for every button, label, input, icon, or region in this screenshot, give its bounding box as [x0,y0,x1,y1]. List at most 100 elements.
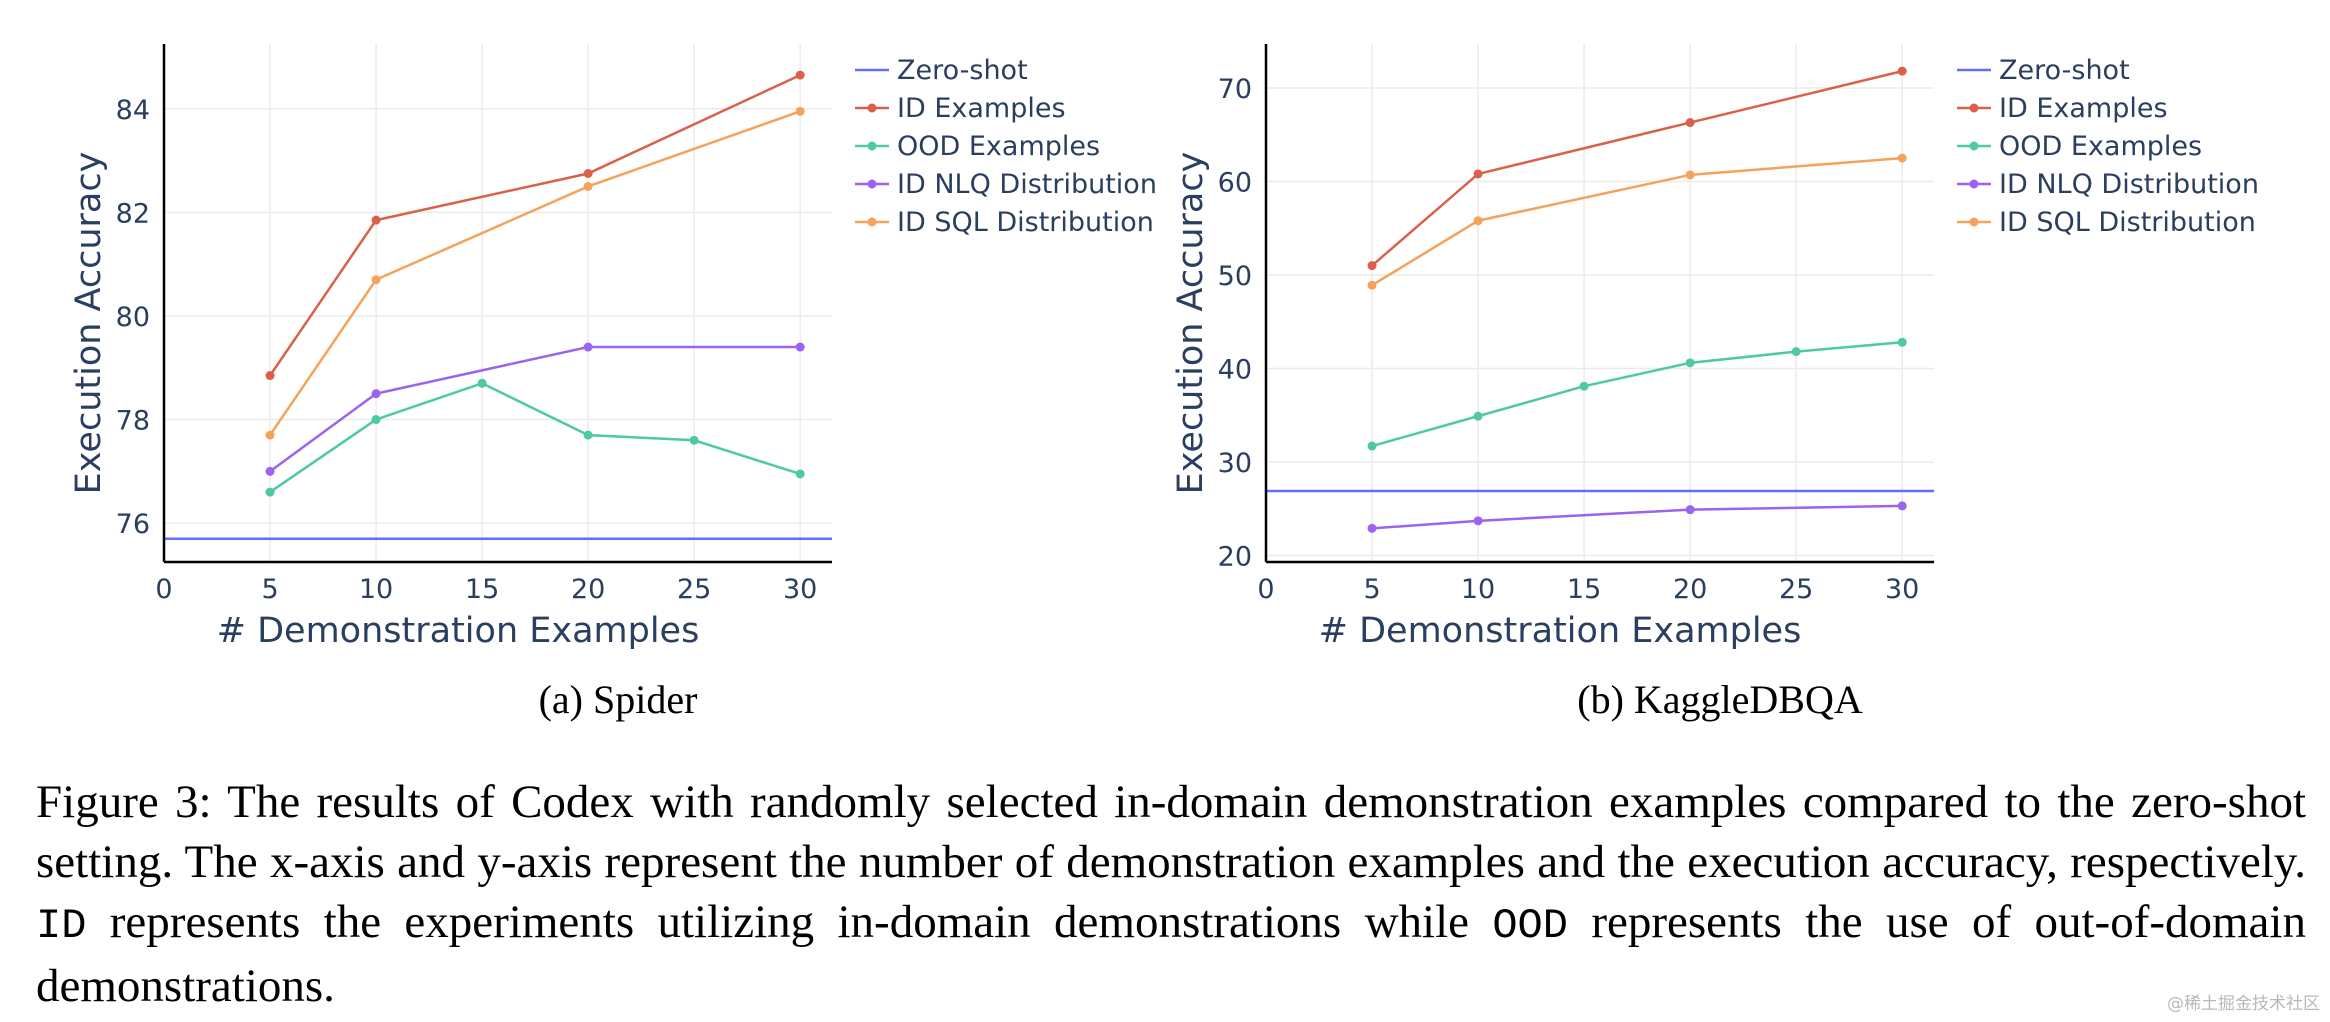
data-point [1897,501,1907,511]
data-point [371,215,381,225]
data-point [583,342,593,352]
x-tick-label: 10 [359,574,393,605]
subcaption: (a) Spider [539,677,698,722]
x-tick-label: 0 [155,574,172,605]
legend-swatch-marker [867,141,877,151]
data-point [689,435,699,445]
y-tick-label: 20 [1218,541,1252,572]
legend-label: ID Examples [897,93,1066,124]
legend-label: Zero-shot [1999,55,2130,86]
data-point [1367,280,1377,290]
subcaption: (b) KaggleDBQA [1577,677,1863,722]
x-tick-label: 5 [1363,574,1380,605]
x-tick-label: 15 [1567,574,1601,605]
data-point [1473,516,1483,526]
series-line-2 [268,73,801,377]
legend: Zero-shot ID Examples OOD Examples ID NLQ D… [1957,55,2259,238]
legend-swatch-marker [1969,103,1979,113]
caption-text-3: represents the use of out-of-domain demo… [36,896,2306,1012]
data-point [583,430,593,440]
legend-swatch-marker [1969,179,1979,189]
figure: 0 5 10 15 20 25 30 76 78 80 82 84 # Demonstration Ex… [69,44,2259,722]
legend-label: ID NLQ Distribution [1999,169,2259,200]
y-tick-label: 84 [116,95,150,126]
watermark: @稀土掘金技术社区 [2167,994,2320,1014]
y-tick-label: 80 [116,302,150,333]
x-tick-label: 20 [571,574,605,605]
series-line-3 [269,381,801,494]
x-tick-label: 25 [1779,574,1813,605]
x-tick-label: 20 [1673,574,1707,605]
x-axis-title: # Demonstration Examples [1319,611,1802,651]
data-point [1473,169,1483,179]
data-point [265,371,275,381]
data-point [265,466,275,476]
data-point [1791,347,1801,357]
legend-label: ID SQL Distribution [1999,207,2256,238]
x-tick-label: 0 [1257,574,1274,605]
data-point [477,378,487,388]
legend-swatch-marker [867,217,877,227]
chart-1: 0 5 10 15 20 25 30 76 78 80 82 84 # Demonstration Ex… [69,44,1157,722]
legend-swatch-marker [867,179,877,189]
data-point [795,106,805,116]
data-point [1579,381,1589,391]
series-line-2 [1371,69,1903,267]
series-line-5 [268,110,801,436]
legend-label: OOD Examples [897,131,1100,162]
data-point [1897,337,1907,347]
data-point [795,469,805,479]
y-tick-label: 82 [116,198,150,229]
caption-ood-term: OOD [1492,902,1568,950]
series-line-4 [269,345,801,473]
x-axis-title: # Demonstration Examples [217,611,700,651]
x-tick-label: 25 [677,574,711,605]
caption-text-2: represents the experiments utilizing in-… [86,896,1493,948]
legend-label: Zero-shot [897,55,1028,86]
x-tick-label: 15 [465,574,499,605]
chart-2: 0 5 10 15 20 25 30 20 30 40 50 60 70 # Demonstration … [1171,44,2259,722]
x-tick-label: 30 [783,574,817,605]
data-point [371,389,381,399]
x-tick-label: 30 [1885,574,1919,605]
data-point [1897,153,1907,163]
data-point [1685,118,1695,128]
y-tick-label: 76 [116,509,150,540]
y-axis-title: Execution Accuracy [69,152,109,495]
legend-label: ID Examples [1999,93,2168,124]
data-point [371,275,381,285]
data-point [1685,358,1695,368]
y-tick-label: 78 [116,406,150,437]
series-line-3 [1371,341,1903,448]
data-point [1473,411,1483,421]
legend: Zero-shot ID Examples OOD Examples ID NLQ D… [855,55,1157,238]
legend-swatch-marker [867,103,877,113]
series-line-5 [1371,156,1903,287]
x-tick-label: 10 [1461,574,1495,605]
data-point [795,70,805,80]
caption-id-term: ID [36,902,87,950]
x-tick-label: 5 [261,574,278,605]
series-line-4 [1371,504,1903,530]
legend-label: ID SQL Distribution [897,207,1154,238]
data-point [1897,66,1907,76]
data-point [795,342,805,352]
figure-caption: Figure 3: The results of Codex with rand… [36,772,2306,1016]
y-tick-label: 50 [1218,261,1252,292]
data-point [1367,261,1377,271]
data-point [583,169,593,178]
data-point [1685,170,1695,180]
y-axis-title: Execution Accuracy [1171,152,1211,495]
data-point [265,430,275,440]
caption-text-1: Figure 3: The results of Codex with rand… [36,776,2306,888]
data-point [1367,441,1377,451]
data-point [1473,216,1483,226]
legend-label: ID NLQ Distribution [897,169,1157,200]
data-point [1685,505,1695,515]
y-tick-label: 60 [1218,167,1252,198]
y-tick-label: 40 [1218,354,1252,385]
data-point [583,181,593,191]
data-point [1367,523,1377,533]
y-tick-label: 30 [1218,448,1252,479]
legend-swatch-marker [1969,141,1979,151]
